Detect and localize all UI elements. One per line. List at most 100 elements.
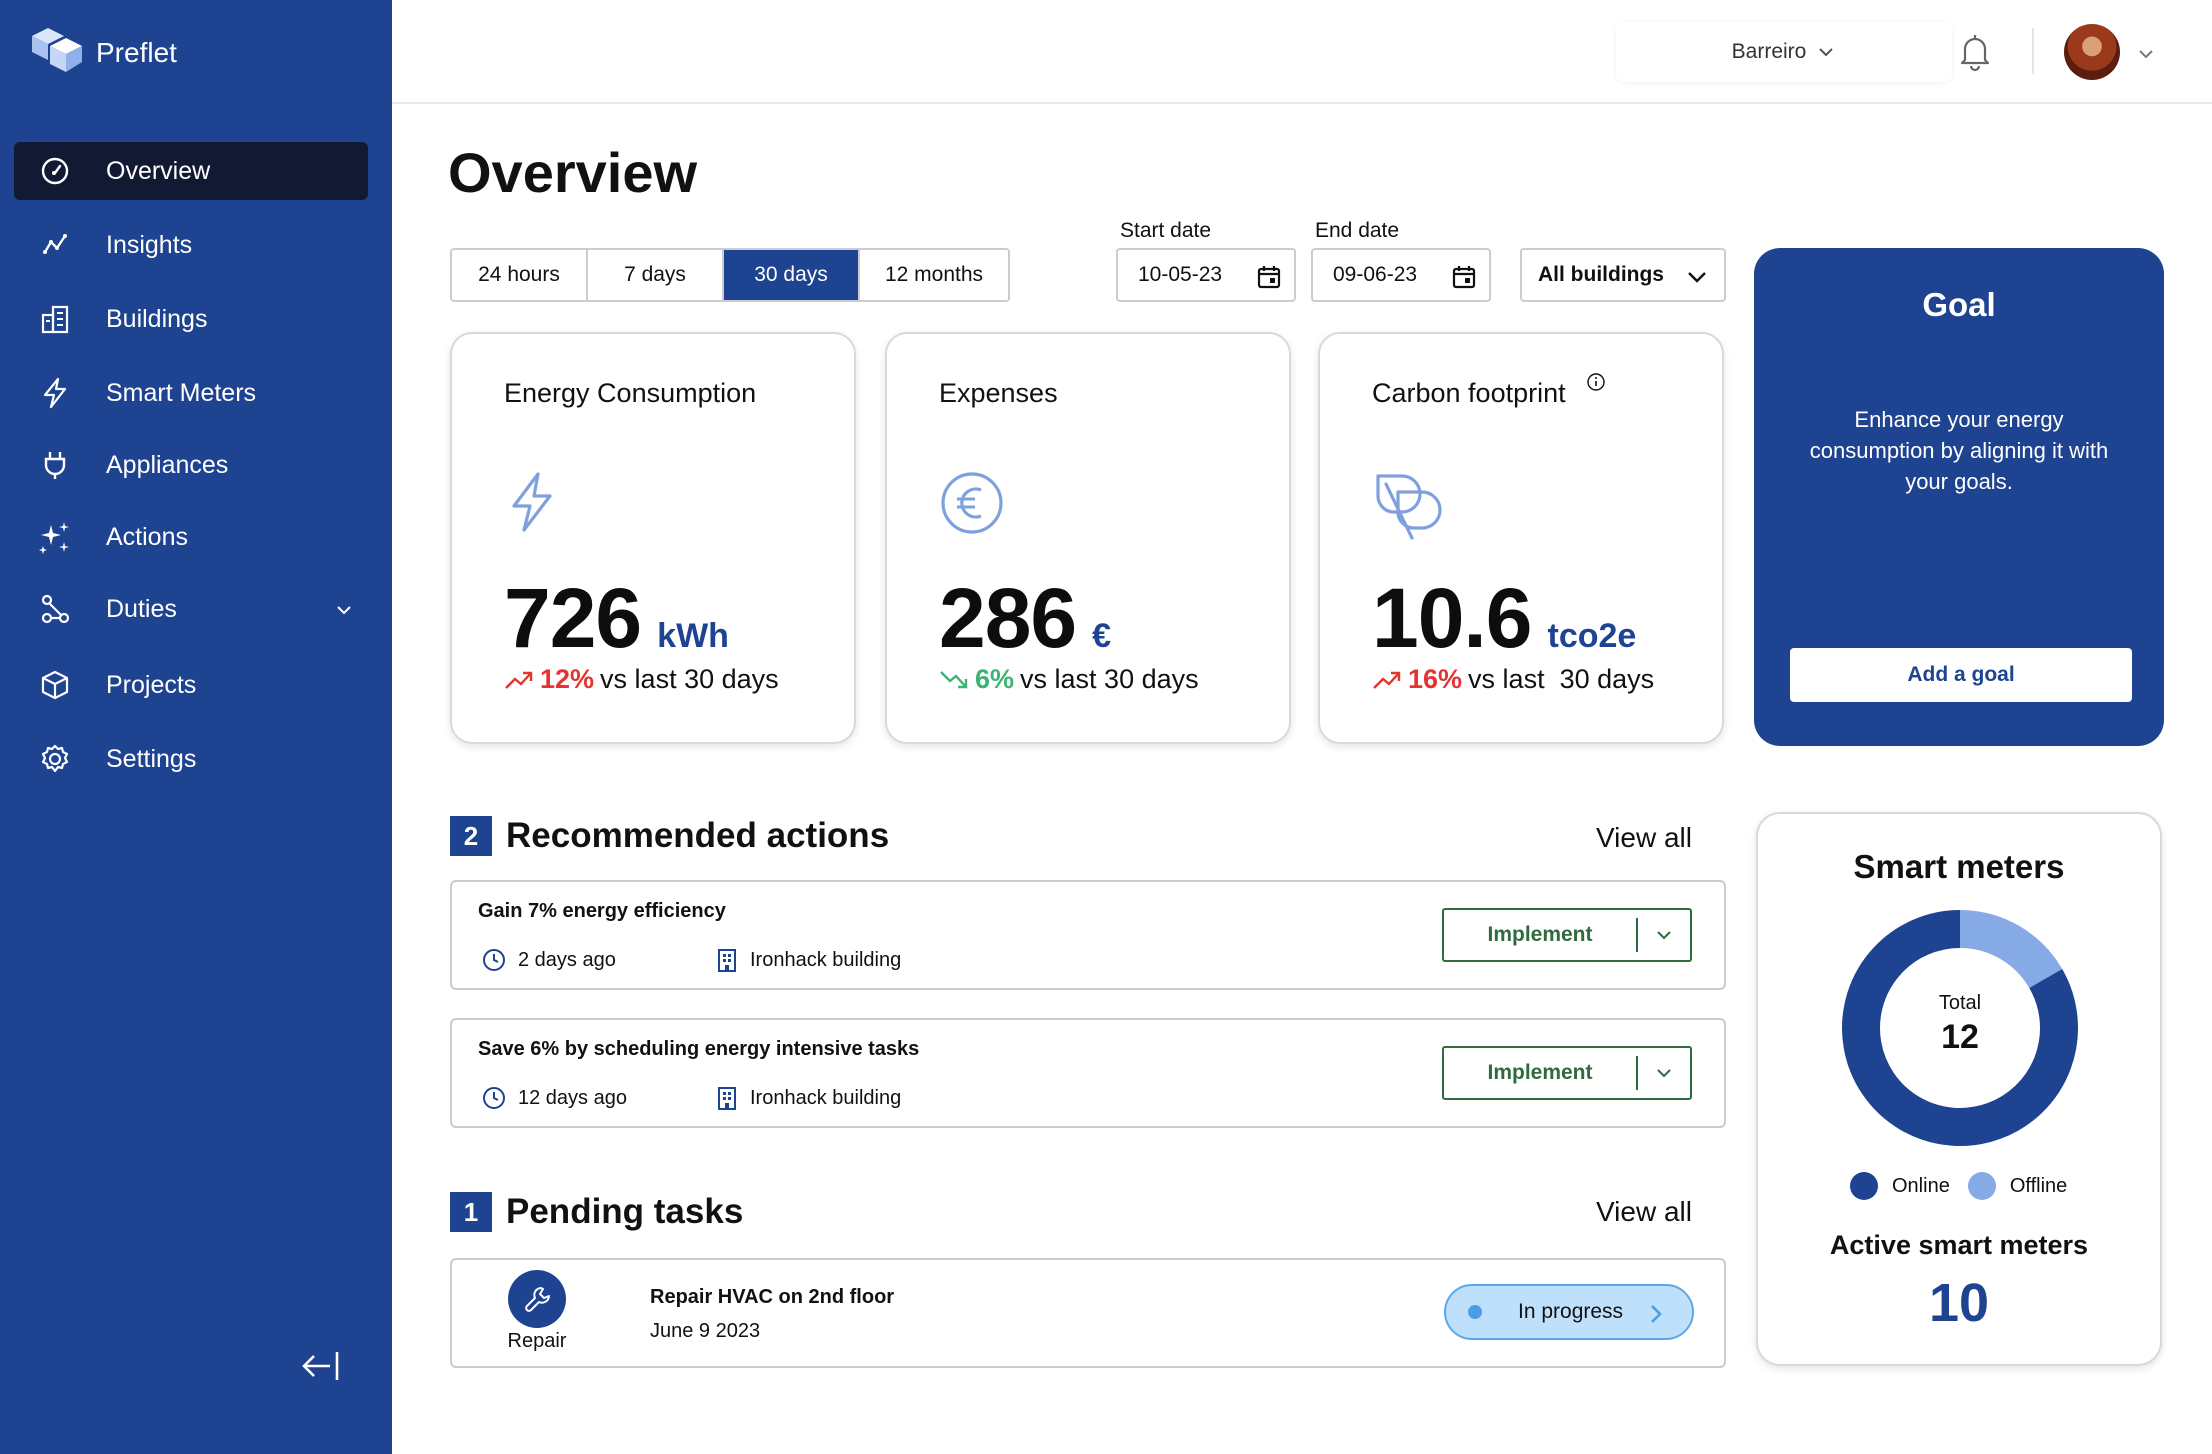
calendar-icon[interactable]	[1451, 264, 1477, 290]
divider	[1636, 918, 1638, 952]
kpi-card-energy: Energy Consumption 726 kWh 12% vs last 3…	[450, 332, 856, 744]
bolt-icon	[38, 376, 72, 410]
sidebar-item-duties[interactable]: Duties	[14, 580, 368, 638]
range-7-days[interactable]: 7 days	[588, 250, 724, 300]
action-title: Gain 7% energy efficiency	[478, 900, 726, 922]
top-bar: Barreiro	[392, 0, 2212, 104]
implement-button[interactable]: Implement	[1442, 908, 1692, 962]
clock-icon	[483, 1087, 505, 1109]
kpi-compare: vs last 30 days	[1468, 664, 1655, 694]
task-type: Repair	[507, 1330, 567, 1352]
task-date: June 9 2023	[650, 1320, 761, 1342]
status-text: In progress	[1518, 1300, 1624, 1323]
sidebar-item-projects[interactable]: Projects	[14, 656, 368, 714]
kpi-change: 16% vs last 30 days	[1372, 664, 1654, 695]
kpi-percent: 6%	[975, 664, 1015, 694]
kpi-change: 6% vs last 30 days	[939, 664, 1199, 695]
goal-title: Goal	[1922, 286, 1996, 323]
smart-meters-donut	[1842, 910, 2078, 1146]
leaf-icon	[1376, 474, 1442, 540]
info-icon[interactable]	[1586, 372, 1606, 392]
network-icon	[38, 592, 72, 626]
task-row[interactable]: Repair Repair HVAC on 2nd floor June 9 2…	[450, 1258, 1726, 1368]
smart-meters-card: Smart meters Total 12 Online Offline Act…	[1756, 812, 2162, 1366]
bell-icon[interactable]	[1956, 30, 1994, 77]
sidebar-item-label: Duties	[106, 594, 177, 623]
building-icon	[718, 1087, 736, 1110]
kpi-percent: 12%	[540, 664, 595, 694]
avatar[interactable]	[2064, 24, 2120, 80]
sidebar-item-appliances[interactable]: Appliances	[14, 436, 368, 494]
end-date-input[interactable]: 09-06-23	[1311, 248, 1491, 302]
status-badge[interactable]: In progress	[1444, 1284, 1694, 1340]
sidebar-item-buildings[interactable]: Buildings	[14, 290, 368, 348]
kpi-number: 10.6	[1372, 571, 1532, 665]
building-icon	[718, 949, 736, 972]
start-date-value: 10-05-23	[1138, 263, 1223, 286]
kpi-card-carbon: Carbon footprint 10.6 tco2e 16% vs last …	[1318, 332, 1724, 744]
action-building-text: Ironhack building	[750, 1086, 902, 1109]
active-meters-value: 10	[1928, 1273, 1990, 1333]
kpi-title: Expenses	[939, 378, 1058, 408]
cube-icon	[38, 668, 72, 702]
sidebar-item-insights[interactable]: Insights	[14, 216, 368, 274]
chevron-down-icon	[1688, 272, 1706, 283]
kpi-number: 726	[504, 571, 642, 665]
range-30-days[interactable]: 30 days	[724, 250, 860, 300]
sidebar-item-label: Smart Meters	[106, 378, 257, 407]
app-logo[interactable]: Preflet	[28, 26, 177, 80]
collapse-sidebar-icon[interactable]	[300, 1348, 342, 1384]
chevron-down-icon[interactable]	[2136, 44, 2156, 69]
trend-icon	[38, 228, 72, 262]
sidebar-item-overview[interactable]: Overview	[14, 142, 368, 200]
kpi-compare: vs last 30 days	[600, 664, 779, 694]
action-time-text: 12 days ago	[518, 1086, 627, 1109]
pending-view-all-link[interactable]: View all	[1596, 1196, 1692, 1227]
add-goal-button[interactable]: Add a goal	[1790, 648, 2132, 702]
building-icon	[38, 302, 72, 336]
donut-legend: Online Offline	[1850, 1172, 2067, 1200]
sidebar-item-label: Projects	[106, 670, 197, 699]
range-12-months[interactable]: 12 months	[860, 250, 1008, 300]
location-select[interactable]: Barreiro	[1616, 22, 1952, 82]
chevron-down-icon[interactable]	[1638, 1063, 1690, 1083]
donut-segment-online	[1842, 910, 2078, 1146]
action-row[interactable]: Gain 7% energy efficiency 2 days ago Iro…	[450, 880, 1726, 990]
start-date-input[interactable]: 10-05-23	[1116, 248, 1296, 302]
sparkles-icon	[38, 520, 72, 554]
sidebar-item-label: Settings	[106, 744, 197, 773]
donut-segment-offline	[1959, 910, 2063, 989]
chevron-down-icon	[1819, 48, 1834, 57]
smart-meters-title: Smart meters	[1853, 848, 2065, 885]
range-24-hours[interactable]: 24 hours	[452, 250, 588, 300]
action-building: Ironhack building	[716, 948, 901, 972]
buildings-value: All buildings	[1538, 263, 1664, 286]
calendar-icon[interactable]	[1256, 264, 1282, 290]
action-title: Save 6% by scheduling energy intensive t…	[478, 1038, 920, 1060]
sidebar-item-smart-meters[interactable]: Smart Meters	[14, 364, 368, 422]
sidebar-item-label: Overview	[106, 156, 211, 185]
sidebar-item-actions[interactable]: Actions	[14, 508, 368, 566]
trend-down-icon	[940, 670, 968, 688]
sidebar-item-settings[interactable]: Settings	[14, 730, 368, 788]
recommended-view-all-link[interactable]: View all	[1596, 822, 1692, 853]
chevron-down-icon[interactable]	[334, 598, 354, 627]
buildings-select[interactable]: All buildings	[1520, 248, 1726, 302]
kpi-title: Energy Consumption	[504, 378, 757, 408]
page-title: Overview	[448, 141, 698, 204]
chevron-down-icon[interactable]	[1638, 925, 1690, 945]
action-row[interactable]: Save 6% by scheduling energy intensive t…	[450, 1018, 1726, 1128]
action-time-text: 2 days ago	[518, 948, 616, 971]
kpi-number: 286	[939, 571, 1077, 665]
goal-description: Enhance your energy consumption by align…	[1809, 407, 2109, 494]
gauge-icon	[38, 154, 72, 188]
donut-total-label: Total	[1938, 992, 1982, 1014]
kpi-change: 12% vs last 30 days	[504, 664, 779, 695]
chevron-right-icon	[1651, 1305, 1662, 1323]
implement-label: Implement	[1487, 1061, 1593, 1084]
active-meters-label: Active smart meters	[1829, 1230, 2089, 1260]
preflet-logo-icon	[32, 28, 82, 72]
implement-button[interactable]: Implement	[1442, 1046, 1692, 1100]
kpi-value: 10.6 tco2e	[1372, 570, 1636, 667]
gear-icon	[38, 742, 72, 776]
